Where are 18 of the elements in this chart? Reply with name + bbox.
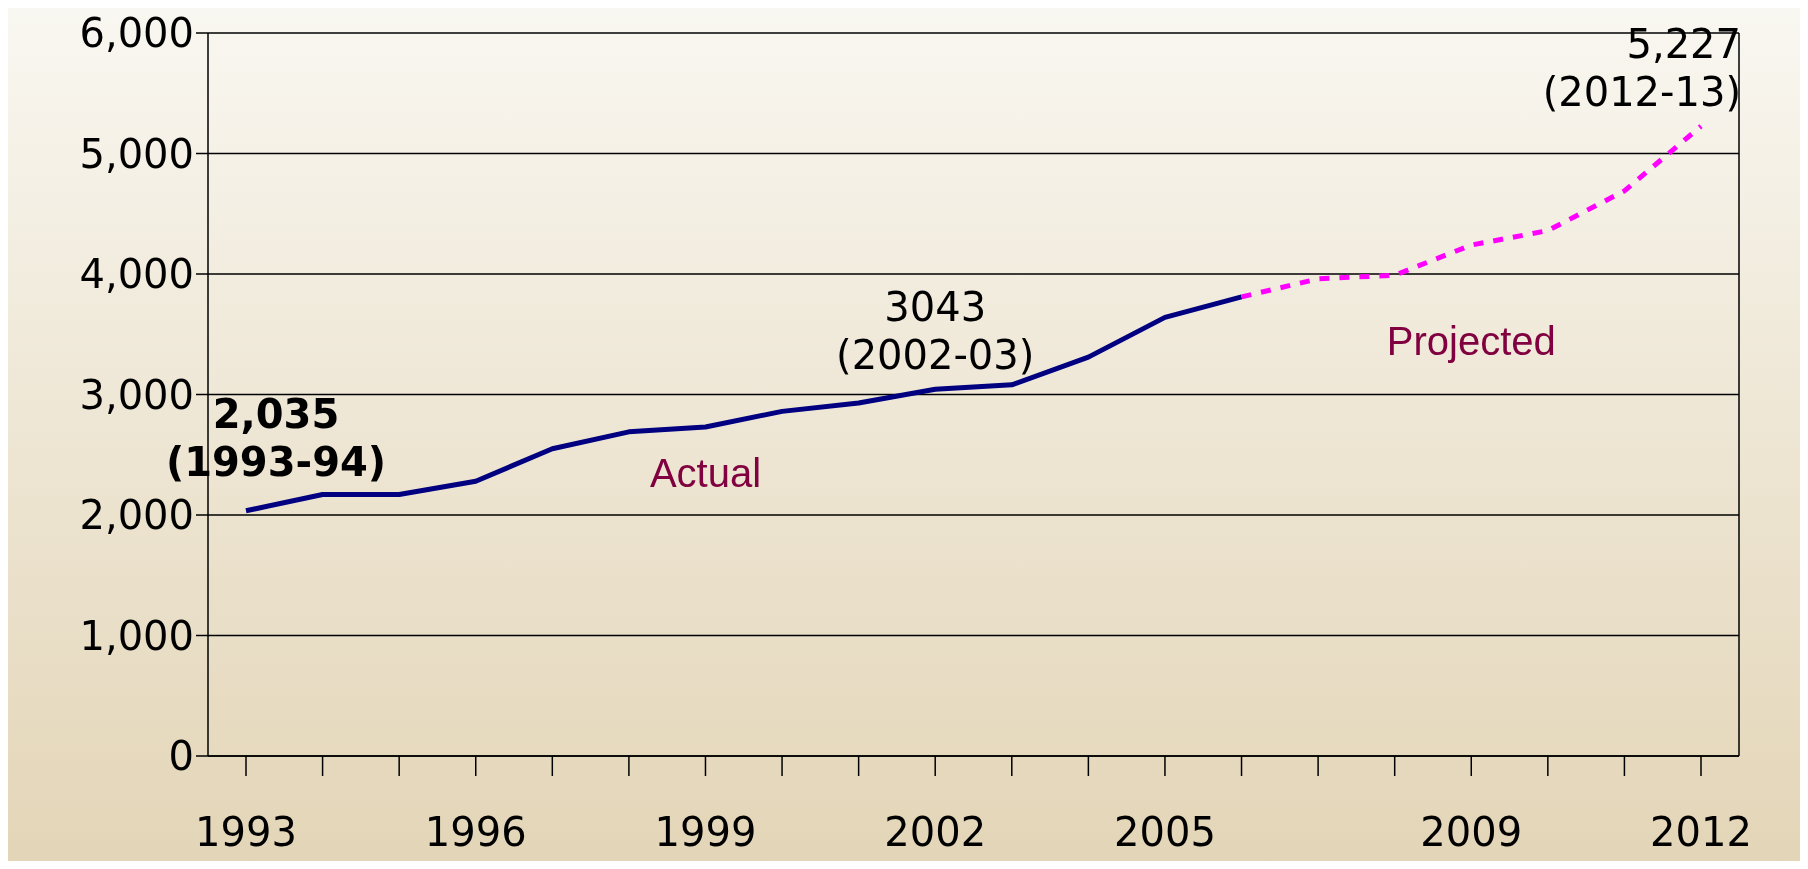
y-tick-label: 4,000	[79, 251, 194, 298]
y-tick-label: 5,000	[79, 130, 194, 177]
x-tick-label: 1993	[195, 809, 297, 856]
y-tick-label: 0	[168, 733, 194, 780]
x-tick-label: 2002	[884, 809, 987, 856]
series-label: Actual	[649, 451, 762, 496]
x-tick-label: 1999	[654, 809, 757, 856]
y-tick-label: 1,000	[79, 612, 194, 659]
x-tick-label: 1996	[424, 809, 527, 856]
y-tick-label: 6,000	[79, 10, 194, 57]
y-tick-label: 2,000	[79, 492, 194, 539]
x-tick-label: 2009	[1420, 809, 1523, 856]
x-tick-label: 2012	[1650, 809, 1752, 856]
annotation: 5,227 (2012-13)	[1542, 21, 1741, 116]
annotation: 3043 (2002-03)	[836, 284, 1035, 379]
series-label: Projected	[1386, 319, 1556, 364]
y-tick-label: 3,000	[79, 371, 194, 418]
x-tick-label: 2005	[1114, 809, 1216, 856]
